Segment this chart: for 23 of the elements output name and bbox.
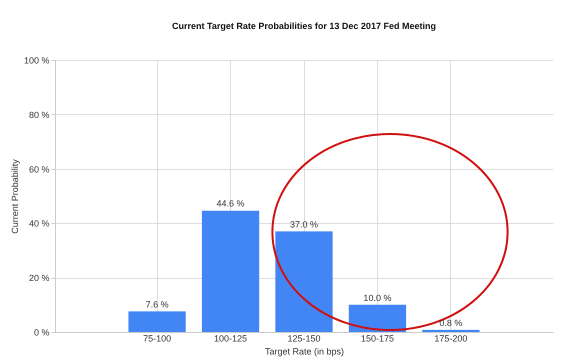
data-label: 37.0 %: [290, 219, 318, 230]
chart-title: Current Target Rate Probabilities for 13 Dec 2017 Fed Meeting: [172, 21, 436, 31]
data-label: 10.0 %: [363, 292, 392, 303]
y-tick-label: 0 %: [34, 328, 50, 338]
bar: [275, 231, 333, 332]
x-tick-label: 150-175: [360, 334, 394, 344]
y-tick-label: 100 %: [24, 56, 50, 66]
data-label: 0.8 %: [439, 318, 462, 328]
x-tick-label: 75-100: [143, 334, 172, 344]
x-tick-label: 100-125: [214, 334, 248, 344]
bar: [128, 311, 186, 332]
bar: [202, 210, 260, 332]
data-label: 7.6 %: [146, 299, 169, 310]
data-label: 44.6 %: [216, 198, 245, 209]
y-tick-label: 80 %: [28, 110, 50, 120]
x-axis-title: Target Rate (in bps): [264, 346, 344, 356]
x-tick-label: 175-200: [434, 334, 468, 344]
y-tick-label: 40 %: [28, 218, 50, 229]
y-axis-title: Current Probability: [10, 158, 20, 234]
bar: [348, 304, 406, 332]
y-tick-label: 60 %: [28, 164, 50, 174]
y-tick-label: 20 %: [28, 273, 50, 284]
x-tick-label: 125-150: [287, 334, 321, 344]
